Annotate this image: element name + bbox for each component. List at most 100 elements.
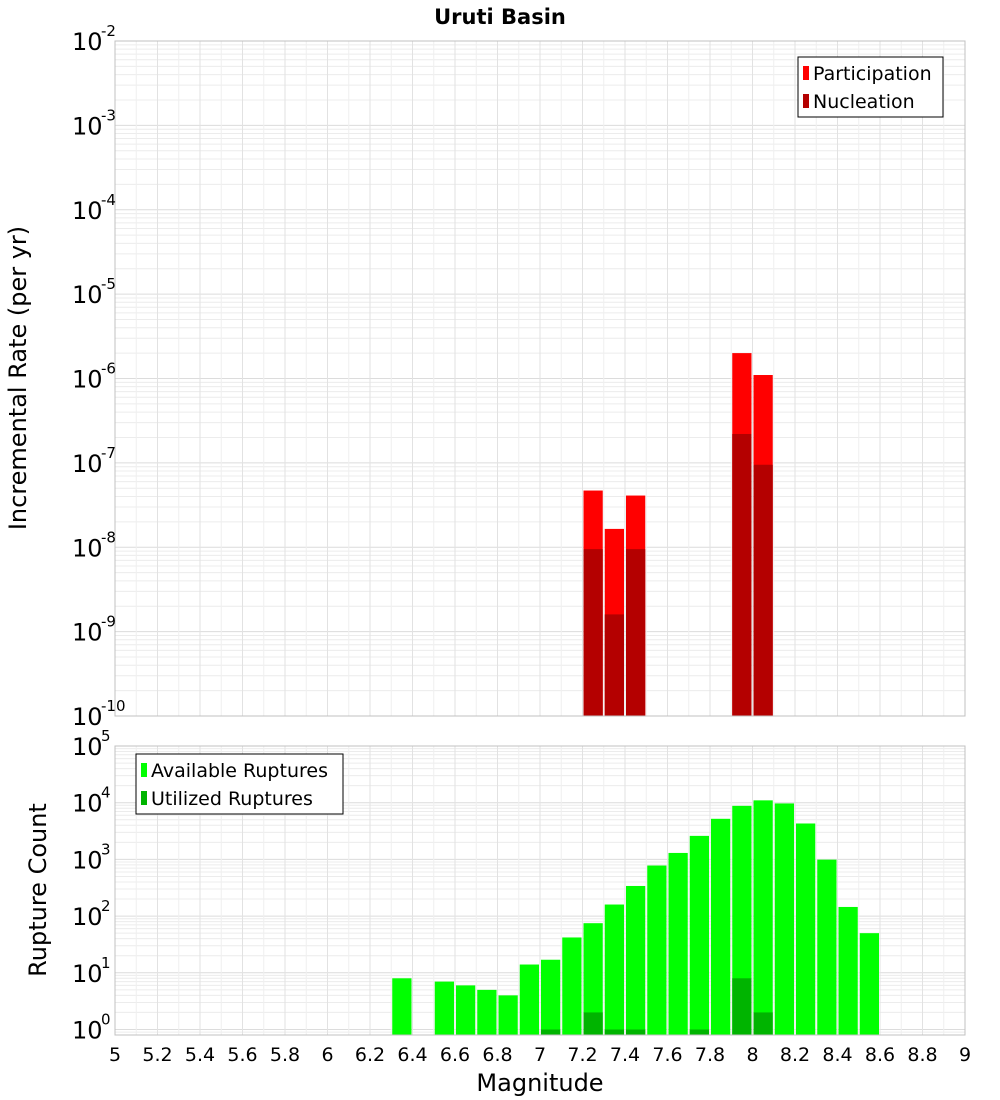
x-tick-label: 5.6 <box>227 1044 257 1066</box>
y-tick-exponent: -2 <box>101 22 116 40</box>
bar-available-ruptures <box>796 823 816 1035</box>
x-tick-label: 8.4 <box>822 1044 852 1066</box>
bottom-y-axis-label: Rupture Count <box>24 803 52 977</box>
overlay-bar-nucleation <box>583 549 603 716</box>
plot-frame <box>114 40 966 717</box>
y-tick-exponent: 4 <box>101 784 111 802</box>
bar-available-ruptures <box>519 964 539 1035</box>
legend-label: Available Ruptures <box>151 760 328 782</box>
bar-available-ruptures <box>711 818 731 1035</box>
bar-available-ruptures <box>647 865 667 1035</box>
bar-available-ruptures <box>604 904 624 1035</box>
top-y-axis-label: Incremental Rate (per yr) <box>4 226 32 530</box>
x-axis-label: Magnitude <box>476 1069 603 1097</box>
legend-swatch <box>803 94 809 108</box>
x-tick-label: 6.6 <box>440 1044 470 1066</box>
y-tick-label: 10 <box>72 1017 103 1045</box>
bar-available-ruptures <box>774 803 794 1035</box>
y-tick-exponent: -6 <box>101 360 116 378</box>
bar-available-ruptures <box>732 805 752 1035</box>
bar-available-ruptures <box>392 978 412 1035</box>
x-tick-label: 7 <box>534 1044 546 1066</box>
y-tick-exponent: -7 <box>101 444 116 462</box>
bar-available-ruptures <box>668 852 688 1035</box>
y-tick-label: 10 <box>72 703 103 731</box>
overlay-bar-utilized-ruptures <box>541 1029 561 1035</box>
y-tick-exponent: 5 <box>101 727 111 745</box>
bar-available-ruptures <box>583 923 603 1035</box>
legend-swatch <box>141 791 147 805</box>
x-tick-label: 5 <box>109 1044 121 1066</box>
y-tick-label: 10 <box>72 790 103 818</box>
y-tick-exponent: 2 <box>101 897 111 915</box>
x-tick-label: 8.2 <box>780 1044 810 1066</box>
legend-label: Utilized Ruptures <box>151 788 313 810</box>
x-tick-label: 5.4 <box>185 1044 215 1066</box>
legend-swatch <box>141 763 147 777</box>
plot-frame <box>114 745 966 1036</box>
legend-box <box>797 56 944 118</box>
x-tick-label: 6.2 <box>355 1044 385 1066</box>
x-tick-label: 6 <box>321 1044 333 1066</box>
chart-title: Uruti Basin <box>434 5 566 29</box>
x-tick-label: 7.6 <box>652 1044 682 1066</box>
overlay-bar-utilized-ruptures <box>583 1012 603 1035</box>
y-tick-exponent: 3 <box>101 840 111 858</box>
x-tick-label: 6.8 <box>482 1044 512 1066</box>
y-tick-exponent: -10 <box>101 697 126 715</box>
x-tick-label: 8 <box>746 1044 758 1066</box>
bar-available-ruptures <box>434 981 454 1035</box>
overlay-bar-utilized-ruptures <box>689 1029 709 1035</box>
bar-available-ruptures <box>838 906 858 1035</box>
x-tick-label: 6.4 <box>397 1044 427 1066</box>
bar-available-ruptures <box>477 989 497 1035</box>
y-tick-exponent: 0 <box>101 1011 111 1029</box>
y-tick-exponent: -9 <box>101 613 116 631</box>
overlay-bar-nucleation <box>753 464 773 716</box>
y-tick-label: 10 <box>72 281 103 309</box>
y-tick-exponent: -8 <box>101 528 116 546</box>
legend-label: Nucleation <box>813 91 915 113</box>
y-tick-exponent: -4 <box>101 191 116 209</box>
bar-available-ruptures <box>859 933 879 1035</box>
bar-available-ruptures <box>626 885 646 1035</box>
y-tick-label: 10 <box>72 28 103 56</box>
bar-available-ruptures <box>817 859 837 1035</box>
y-tick-exponent: 1 <box>101 954 111 972</box>
y-tick-label: 10 <box>72 450 103 478</box>
x-tick-label: 7.8 <box>695 1044 725 1066</box>
x-tick-label: 7.2 <box>567 1044 597 1066</box>
x-tick-label: 7.4 <box>610 1044 640 1066</box>
y-tick-label: 10 <box>72 846 103 874</box>
x-tick-label: 9 <box>959 1044 971 1066</box>
x-tick-labels: 5 5.2 5.4 5.6 5.8 6 6.2 6.4 6.6 6.8 7 7.2 7.4 7.6 7.8 8… <box>109 1044 971 1066</box>
y-tick-label: 10 <box>72 733 103 761</box>
bar-available-ruptures <box>541 959 561 1035</box>
x-tick-label: 5.2 <box>142 1044 172 1066</box>
legend-swatch <box>803 66 809 80</box>
x-tick-label: 8.8 <box>907 1044 937 1066</box>
bar-available-ruptures <box>753 800 773 1035</box>
overlay-bar-nucleation <box>604 614 624 716</box>
bar-available-ruptures <box>498 995 518 1035</box>
overlay-bar-utilized-ruptures <box>626 1029 646 1035</box>
bar-available-ruptures <box>562 937 582 1035</box>
x-tick-label: 5.8 <box>270 1044 300 1066</box>
legend-label: Participation <box>813 63 932 85</box>
overlay-bar-nucleation <box>626 549 646 716</box>
y-tick-label: 10 <box>72 197 103 225</box>
y-tick-label: 10 <box>72 960 103 988</box>
legend-box <box>135 753 344 815</box>
y-tick-label: 10 <box>72 534 103 562</box>
y-tick-label: 10 <box>72 903 103 931</box>
y-tick-exponent: -3 <box>101 106 116 124</box>
y-tick-exponent: -5 <box>101 275 116 293</box>
y-tick-label: 10 <box>72 112 103 140</box>
overlay-bar-utilized-ruptures <box>732 978 752 1035</box>
overlay-bar-utilized-ruptures <box>753 1012 773 1035</box>
bar-available-ruptures <box>456 985 476 1035</box>
overlay-bar-nucleation <box>732 433 752 716</box>
x-tick-label: 8.6 <box>865 1044 895 1066</box>
